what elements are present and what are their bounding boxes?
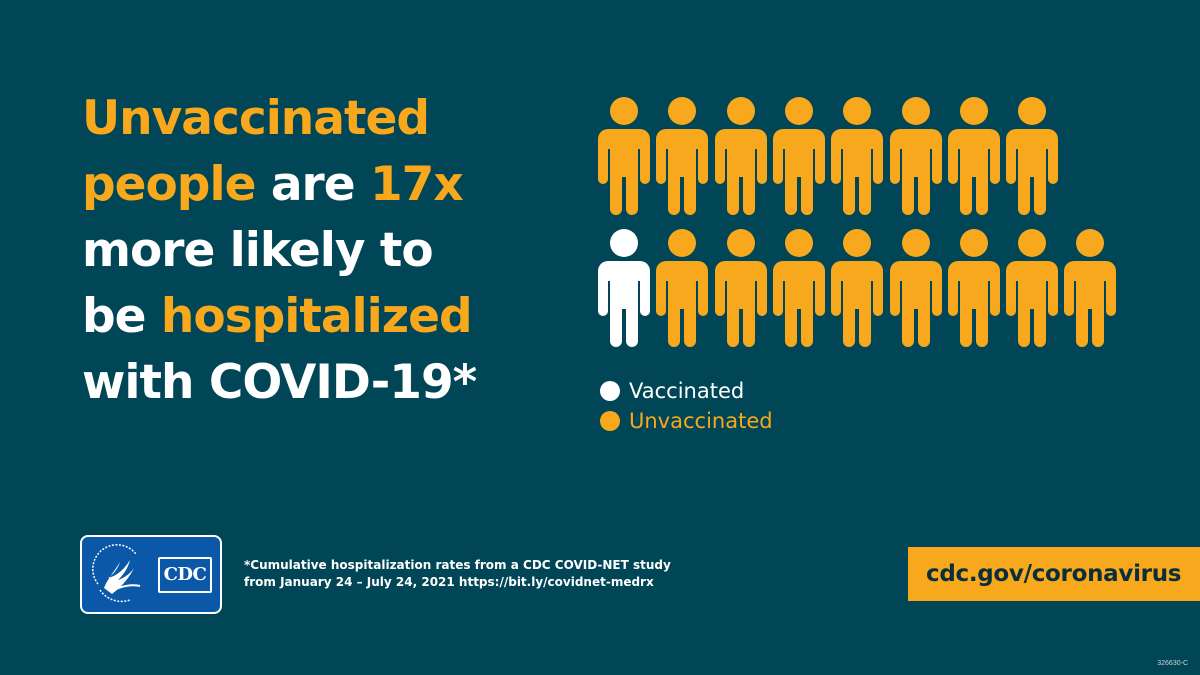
unvaccinated-person-icon <box>714 229 767 347</box>
footnote: *Cumulative hospitalization rates from a… <box>244 557 671 591</box>
url-banner: cdc.gov/coronavirus <box>908 547 1200 601</box>
unvaccinated-person-icon <box>598 97 650 215</box>
headline-be: be <box>82 289 161 344</box>
headline-17x: 17x <box>369 157 464 212</box>
headline-line-4: be hospitalized <box>82 284 522 350</box>
headline-people: people <box>82 157 256 212</box>
headline-more-likely: more likely to <box>82 223 434 278</box>
hhs-seal-icon <box>90 544 152 611</box>
unvaccinated-person-icon <box>656 97 709 215</box>
unvaccinated-person-icon <box>947 97 1000 215</box>
unvaccinated-person-icon <box>1006 97 1059 215</box>
vaccinated-person-icon <box>598 229 650 347</box>
legend-unvaccinated: Unvaccinated <box>600 406 773 436</box>
cdc-wordmark: CDC <box>158 557 212 593</box>
headline-hospitalized: hospitalized <box>160 289 473 344</box>
unvaccinated-person-icon <box>831 97 884 215</box>
legend: Vaccinated Unvaccinated <box>600 376 773 436</box>
unvaccinated-person-icon <box>947 229 1000 347</box>
headline-line-5: with COVID-19* <box>82 350 522 416</box>
legend-vaccinated: Vaccinated <box>600 376 773 406</box>
footnote-line-2: from January 24 – July 24, 2021 https://… <box>244 575 654 589</box>
unvaccinated-person-icon <box>772 229 825 347</box>
unvaccinated-person-icon <box>831 229 884 347</box>
unvaccinated-person-icon <box>1064 229 1117 347</box>
unvaccinated-person-icon <box>1006 229 1059 347</box>
unvaccinated-dot-icon <box>600 411 620 431</box>
pictograph <box>598 97 1128 352</box>
headline-with-covid: with COVID-19* <box>82 355 477 410</box>
legend-unvaccinated-label: Unvaccinated <box>629 409 773 433</box>
headline-line-3: more likely to <box>82 218 522 284</box>
unvaccinated-person-icon <box>889 229 942 347</box>
footnote-line-1: *Cumulative hospitalization rates from a… <box>244 558 671 572</box>
unvaccinated-person-icon <box>714 97 767 215</box>
legend-vaccinated-label: Vaccinated <box>629 379 745 403</box>
cdc-logo: CDC <box>80 535 222 614</box>
headline-unvaccinated: Unvaccinated <box>82 91 430 146</box>
headline-line-1: Unvaccinated <box>82 86 522 152</box>
unvaccinated-person-icon <box>772 97 825 215</box>
unvaccinated-person-icon <box>889 97 942 215</box>
unvaccinated-person-icon <box>656 229 709 347</box>
headline-are: are <box>255 157 370 212</box>
url-link[interactable]: cdc.gov/coronavirus <box>926 561 1182 587</box>
headline-line-2: people are 17x <box>82 152 522 218</box>
document-code: 326630-C <box>1157 660 1188 667</box>
headline: Unvaccinated people are 17x more likely … <box>82 86 522 416</box>
vaccinated-dot-icon <box>600 381 620 401</box>
